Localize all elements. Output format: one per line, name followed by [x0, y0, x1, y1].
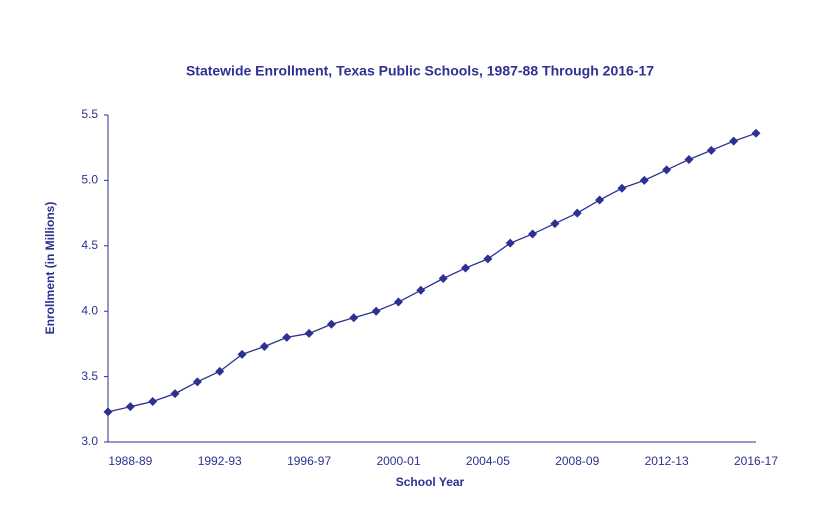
- data-marker: [639, 175, 649, 185]
- data-marker: [483, 254, 493, 264]
- data-marker: [237, 349, 247, 359]
- data-marker: [304, 328, 314, 338]
- data-marker: [550, 219, 560, 229]
- y-tick-label: 3.0: [81, 434, 98, 448]
- data-marker: [416, 285, 426, 295]
- data-line: [107, 132, 757, 413]
- data-marker: [461, 263, 471, 273]
- data-marker: [528, 229, 538, 239]
- x-tick-label: 1996-97: [287, 454, 331, 468]
- y-tick-label: 4.0: [81, 303, 98, 317]
- data-marker: [662, 165, 672, 175]
- data-marker: [349, 313, 359, 323]
- data-marker: [371, 306, 381, 316]
- x-tick-label: 2016-17: [734, 454, 778, 468]
- x-axis-title: School Year: [396, 475, 465, 489]
- data-marker: [438, 274, 448, 283]
- data-marker: [617, 183, 627, 193]
- data-marker: [505, 238, 515, 248]
- data-marker: [103, 407, 113, 417]
- data-marker: [259, 342, 269, 352]
- x-tick-label: 2008-09: [555, 454, 599, 468]
- data-marker: [751, 128, 761, 138]
- chart-title: Statewide Enrollment, Texas Public Schoo…: [186, 63, 654, 79]
- data-marker: [282, 332, 292, 342]
- data-marker: [125, 402, 135, 412]
- x-tick-label: 1992-93: [198, 454, 242, 468]
- data-marker: [684, 154, 694, 164]
- data-marker: [170, 389, 180, 399]
- data-marker: [215, 366, 225, 376]
- data-marker: [729, 136, 739, 146]
- data-marker: [393, 297, 403, 307]
- y-tick-label: 4.5: [81, 238, 98, 252]
- y-axis-title: Enrollment (in Millions): [43, 202, 57, 335]
- data-marker: [326, 319, 336, 329]
- x-tick-label: 2012-13: [645, 454, 689, 468]
- data-marker: [148, 396, 158, 406]
- data-marker: [572, 208, 582, 218]
- y-tick-label: 5.5: [81, 107, 98, 121]
- x-tick-label: 2000-01: [376, 454, 420, 468]
- x-tick-label: 1988-89: [108, 454, 152, 468]
- y-tick-label: 5.0: [81, 173, 98, 187]
- data-marker: [192, 377, 202, 387]
- y-tick-label: 3.5: [81, 369, 98, 383]
- data-marker: [595, 195, 605, 205]
- x-tick-label: 2004-05: [466, 454, 510, 468]
- data-marker: [706, 145, 716, 155]
